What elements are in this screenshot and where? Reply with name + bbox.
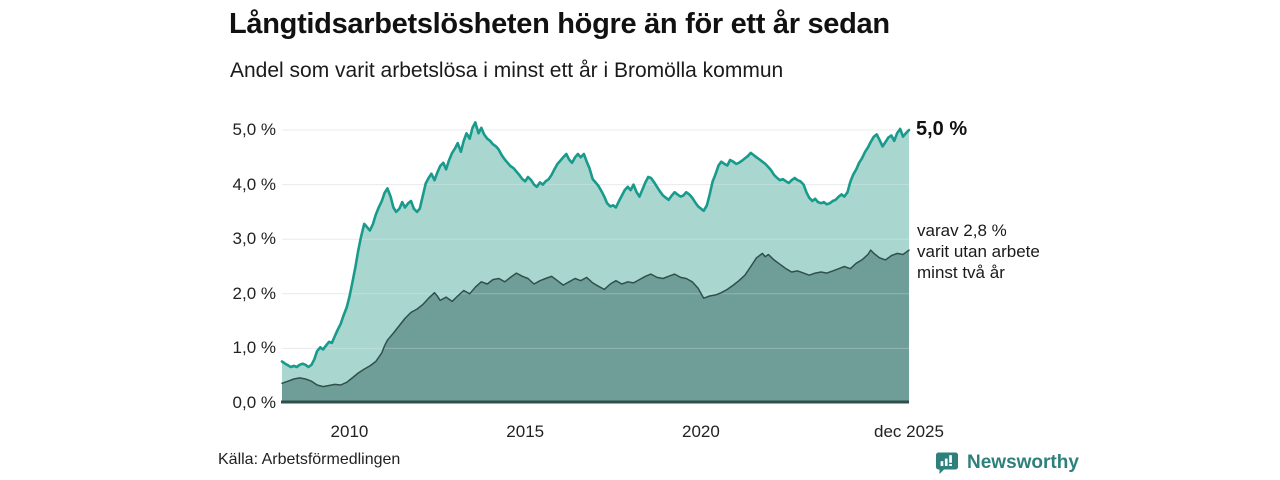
chart-subtitle: Andel som varit arbetslösa i minst ett å… bbox=[230, 59, 784, 82]
page-title: Långtidsarbetslösheten högre än för ett … bbox=[229, 8, 890, 40]
y-axis-tick-label: 4,0 % bbox=[232, 174, 276, 194]
newsworthy-bubble-chart-icon bbox=[934, 450, 960, 476]
series2-end-annotation: varav 2,8 % varit utan arbete minst två … bbox=[917, 220, 1040, 283]
annotation-line: minst två år bbox=[917, 263, 1005, 282]
x-axis-tick-label: 2010 bbox=[330, 422, 369, 441]
x-axis-tick-label: 2015 bbox=[506, 422, 545, 441]
y-axis-tick-label: 5,0 % bbox=[232, 120, 276, 139]
x-axis-tick-label: 2020 bbox=[682, 422, 720, 441]
newsworthy-logo: Newsworthy bbox=[934, 450, 1079, 476]
y-axis-tick-label: 1,0 % bbox=[232, 338, 276, 358]
source-credit: Källa: Arbetsförmedlingen bbox=[218, 451, 401, 468]
newsworthy-wordmark: Newsworthy bbox=[967, 452, 1079, 473]
x-axis-tick-label: dec 2025 bbox=[874, 422, 944, 441]
y-axis-tick-label: 0,0 % bbox=[232, 393, 276, 412]
annotation-line: varav 2,8 % bbox=[917, 221, 1007, 240]
annotation-line: varit utan arbete bbox=[917, 242, 1040, 261]
y-axis-tick-label: 2,0 % bbox=[232, 283, 276, 303]
series1-end-value-label: 5,0 % bbox=[916, 118, 968, 140]
y-axis-tick-label: 3,0 % bbox=[232, 229, 276, 249]
